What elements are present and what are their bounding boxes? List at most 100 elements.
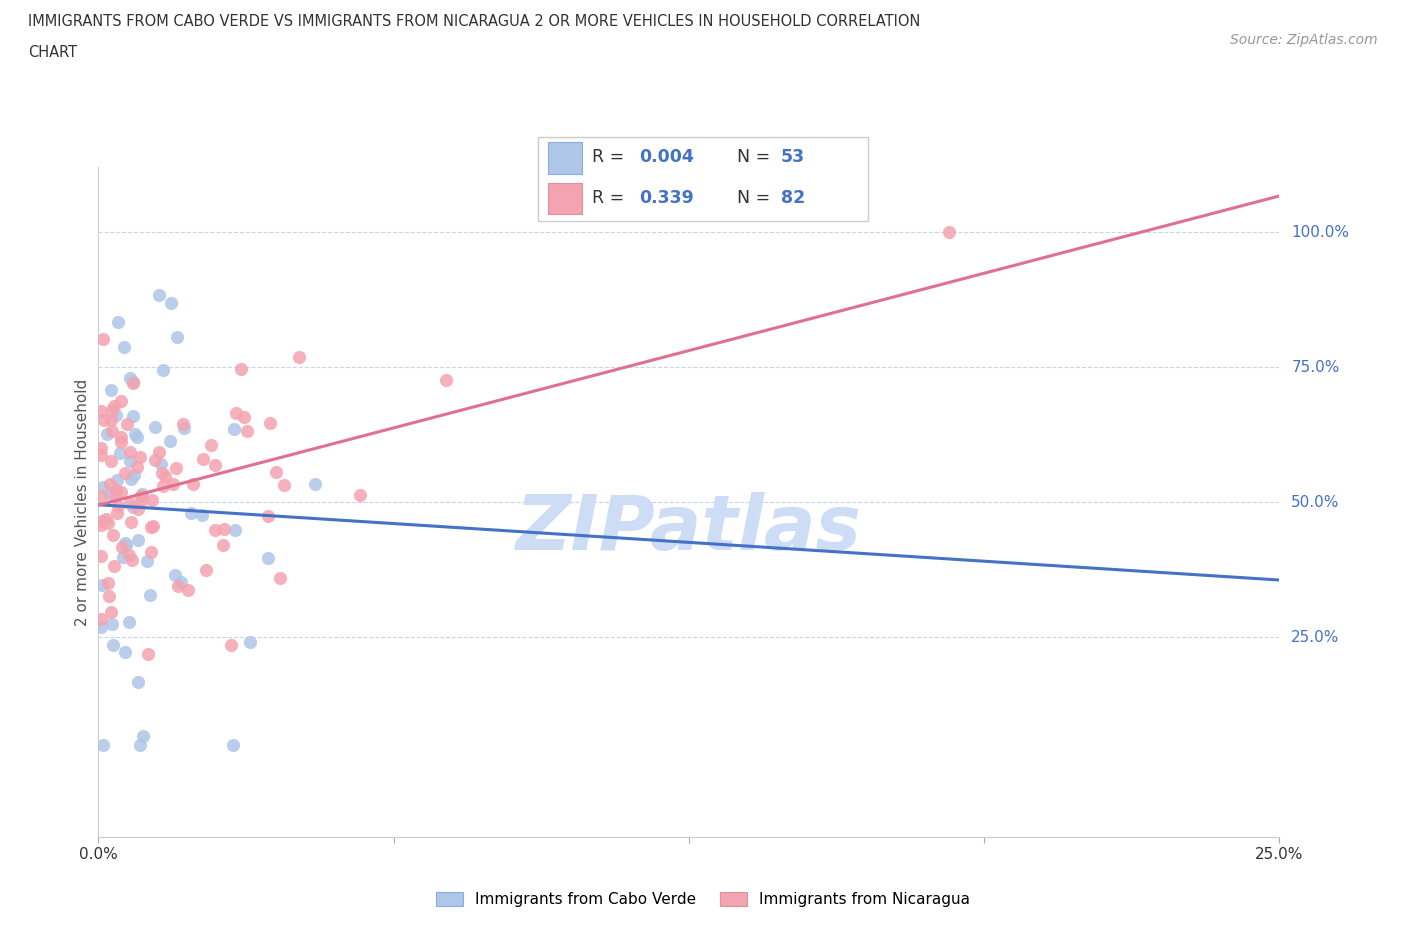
- Point: [235, 424, 257, 439]
- Point: [257, 550, 280, 565]
- Point: [163, 567, 186, 582]
- Point: [117, 615, 139, 630]
- Point: [90, 611, 112, 626]
- Point: [287, 350, 309, 365]
- Point: [122, 409, 145, 424]
- Point: [98, 476, 121, 491]
- Text: 0.339: 0.339: [638, 190, 693, 207]
- Point: [136, 646, 159, 661]
- Point: [148, 287, 170, 302]
- Point: [110, 393, 132, 408]
- Point: [107, 314, 129, 329]
- Point: [90, 619, 112, 634]
- Text: 82: 82: [780, 190, 804, 207]
- Point: [112, 550, 135, 565]
- Point: [139, 545, 162, 560]
- Point: [91, 737, 114, 752]
- Point: [135, 554, 157, 569]
- Point: [105, 407, 128, 422]
- Point: [129, 489, 152, 504]
- Point: [100, 413, 122, 428]
- Point: [120, 472, 142, 486]
- Point: [159, 433, 181, 448]
- Text: 50.0%: 50.0%: [1291, 495, 1340, 510]
- Text: CHART: CHART: [28, 45, 77, 60]
- Point: [105, 505, 128, 520]
- Point: [101, 527, 124, 542]
- Point: [239, 635, 262, 650]
- Point: [100, 605, 122, 620]
- Point: [191, 451, 214, 466]
- Point: [125, 430, 148, 445]
- Point: [118, 547, 141, 562]
- Y-axis label: 2 or more Vehicles in Household: 2 or more Vehicles in Household: [75, 379, 90, 626]
- Point: [114, 536, 136, 551]
- Point: [124, 427, 146, 442]
- Point: [120, 496, 142, 511]
- Point: [938, 225, 960, 240]
- Point: [229, 362, 252, 377]
- Point: [121, 376, 143, 391]
- Point: [110, 485, 132, 499]
- Point: [125, 459, 148, 474]
- Point: [150, 457, 173, 472]
- Point: [200, 437, 222, 452]
- Point: [225, 406, 247, 421]
- Point: [190, 508, 212, 523]
- Text: Source: ZipAtlas.com: Source: ZipAtlas.com: [1230, 33, 1378, 46]
- Point: [145, 419, 167, 434]
- Point: [118, 454, 141, 469]
- Point: [141, 493, 163, 508]
- Point: [127, 674, 149, 689]
- Point: [259, 416, 281, 431]
- Point: [170, 575, 193, 590]
- Point: [121, 375, 143, 390]
- Text: 53: 53: [780, 149, 804, 166]
- Point: [142, 519, 165, 534]
- Point: [100, 402, 122, 417]
- Text: R =: R =: [592, 149, 630, 166]
- Point: [204, 458, 226, 472]
- Point: [90, 517, 112, 532]
- Point: [90, 404, 112, 418]
- Point: [107, 498, 129, 513]
- Point: [212, 538, 235, 552]
- Point: [90, 513, 112, 528]
- Point: [143, 453, 166, 468]
- Point: [434, 372, 457, 387]
- Point: [91, 480, 114, 495]
- Legend: Immigrants from Cabo Verde, Immigrants from Nicaragua: Immigrants from Cabo Verde, Immigrants f…: [430, 885, 976, 913]
- Text: N =: N =: [737, 149, 776, 166]
- Point: [98, 488, 121, 503]
- Point: [96, 427, 118, 442]
- Point: [103, 399, 125, 414]
- Point: [93, 413, 115, 428]
- Point: [101, 617, 124, 631]
- Point: [105, 473, 128, 488]
- Point: [165, 460, 187, 475]
- Point: [122, 468, 145, 483]
- Point: [224, 523, 246, 538]
- Point: [110, 434, 132, 449]
- Point: [90, 447, 112, 462]
- Point: [127, 532, 149, 547]
- FancyBboxPatch shape: [537, 137, 869, 221]
- Point: [233, 409, 256, 424]
- Text: N =: N =: [737, 190, 776, 207]
- Point: [180, 506, 202, 521]
- Point: [112, 339, 135, 354]
- Point: [115, 417, 138, 432]
- Point: [148, 445, 170, 459]
- Point: [222, 737, 245, 752]
- Point: [96, 512, 118, 527]
- Point: [181, 477, 204, 492]
- Point: [132, 729, 155, 744]
- Point: [100, 382, 122, 397]
- Point: [91, 578, 114, 592]
- Point: [152, 479, 174, 494]
- Point: [103, 638, 125, 653]
- Point: [103, 559, 125, 574]
- Text: R =: R =: [592, 190, 630, 207]
- Point: [114, 538, 136, 552]
- Point: [90, 441, 112, 456]
